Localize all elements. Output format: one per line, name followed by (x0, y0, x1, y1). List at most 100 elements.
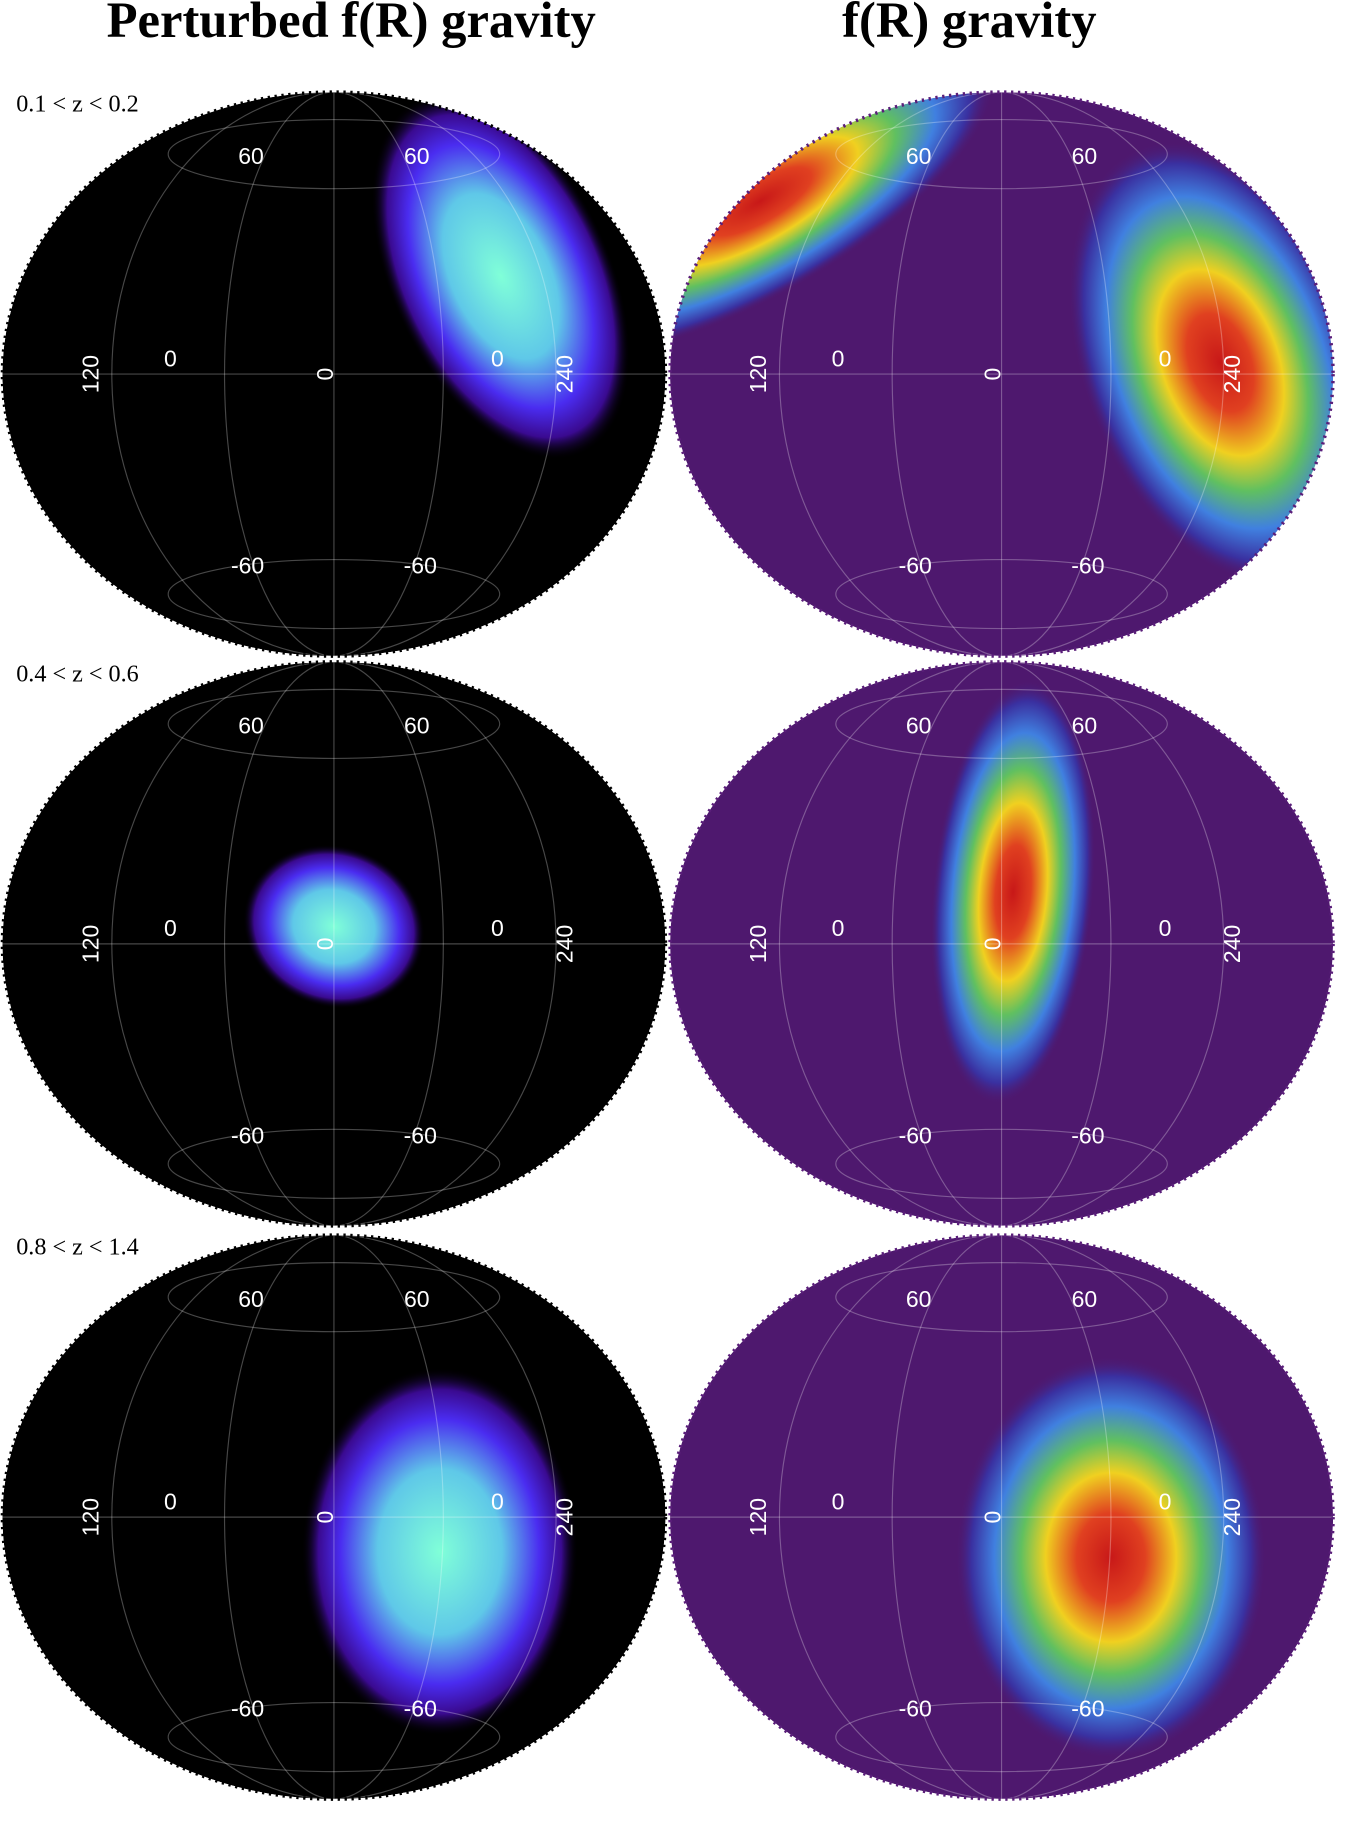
column-title: f(R) gravity (842, 0, 1096, 48)
parallel (835, 119, 1168, 190)
parallel (835, 1701, 1168, 1773)
meridian (111, 661, 557, 1226)
grid-label: -60 (1071, 1122, 1104, 1148)
parallel (835, 558, 1168, 630)
grid-label: 60 (906, 143, 932, 169)
grid-label: -60 (899, 1696, 932, 1722)
parallel (167, 1701, 501, 1773)
meridian (891, 92, 1112, 657)
row-label: 0.4 < z < 0.6 (16, 660, 139, 687)
meridian (778, 1235, 1225, 1800)
grid-label: 0 (1159, 915, 1172, 941)
grid-label: 60 (1072, 143, 1098, 169)
meridian (111, 1235, 557, 1800)
map-border (0, 90, 668, 658)
grid-label: 120 (745, 1498, 771, 1536)
grid-label: 0 (1159, 1488, 1172, 1514)
sky-map (2, 1235, 666, 1800)
signal-blob (371, 92, 630, 460)
map-border (668, 660, 1335, 1228)
grid-label: -60 (1071, 553, 1104, 579)
meridian (111, 92, 557, 657)
grid-label: 60 (238, 143, 264, 169)
parallel (167, 119, 501, 190)
grid-label: 0 (491, 915, 504, 941)
grid-label: -60 (404, 1696, 437, 1722)
row-label: 0.1 < z < 0.2 (16, 91, 139, 118)
signal-blob (955, 1355, 1267, 1759)
map-border (0, 660, 668, 1228)
meridian (223, 661, 444, 1226)
grid-label: 240 (1219, 1498, 1245, 1536)
map-border (668, 90, 1335, 658)
signal-blob (301, 1367, 578, 1736)
sky-map (670, 661, 1334, 1226)
grid-label: 240 (1219, 355, 1245, 393)
grid-label: 120 (77, 355, 103, 393)
grid-label: 0 (832, 1488, 845, 1514)
grid-label: 0 (491, 1488, 504, 1514)
meridian (891, 1235, 1112, 1800)
signal-blob (670, 92, 994, 356)
parallel (167, 1262, 501, 1333)
parallel (167, 558, 501, 630)
grid-label: 240 (1219, 925, 1245, 963)
grid-label: 0 (312, 1511, 338, 1524)
grid-label: 0 (164, 915, 177, 941)
grid-label: 0 (312, 368, 338, 381)
sky-map (2, 92, 666, 657)
grid-label: -60 (231, 1122, 264, 1148)
grid-label: 60 (906, 1286, 932, 1312)
grid-label: 0 (980, 937, 1006, 950)
signal-blob (243, 844, 425, 1009)
grid-label: -60 (404, 553, 437, 579)
parallel (835, 1262, 1168, 1333)
grid-label: 60 (1072, 1286, 1098, 1312)
grid-label: 60 (404, 143, 430, 169)
parallel (835, 688, 1168, 760)
sky-map (2, 661, 666, 1226)
grid-label: 240 (552, 1498, 578, 1536)
grid-label: -60 (899, 553, 932, 579)
sky-map (670, 92, 1334, 657)
grid-label: 0 (980, 368, 1006, 381)
grid-label: 60 (404, 1286, 430, 1312)
grid-label: 60 (238, 713, 264, 739)
grid-label: 120 (77, 1498, 103, 1536)
column-title: Perturbed f(R) gravity (107, 0, 596, 48)
grid-label: -60 (404, 1122, 437, 1148)
grid-label: 120 (745, 355, 771, 393)
row-label: 0.8 < z < 1.4 (16, 1234, 139, 1261)
grid-label: 240 (552, 925, 578, 963)
grid-label: 60 (906, 713, 932, 739)
grid-label: 0 (1159, 345, 1172, 371)
parallel (167, 1128, 501, 1199)
grid-label: 240 (552, 355, 578, 393)
grid-label: 0 (164, 345, 177, 371)
grid-label: 0 (491, 345, 504, 371)
parallel (835, 1128, 1168, 1199)
grid-label: 0 (832, 345, 845, 371)
grid-label: -60 (231, 1696, 264, 1722)
grid-label: 60 (1072, 713, 1098, 739)
grid-label: -60 (1071, 1696, 1104, 1722)
grid-label: 60 (238, 1286, 264, 1312)
meridian (223, 92, 444, 657)
meridian (778, 92, 1225, 657)
map-border (0, 1233, 668, 1801)
parallel (167, 688, 501, 760)
grid-label: 0 (832, 915, 845, 941)
signal-blob (930, 679, 1096, 1105)
meridian (223, 1235, 444, 1800)
grid-label: -60 (231, 553, 264, 579)
map-border (668, 1233, 1335, 1801)
grid-label: 0 (312, 937, 338, 950)
signal-blob (1068, 141, 1334, 585)
grid-label: 120 (745, 925, 771, 963)
sky-map (670, 1235, 1334, 1800)
grid-label: 0 (980, 1511, 1006, 1524)
grid-label: 120 (77, 925, 103, 963)
grid-label: 0 (164, 1488, 177, 1514)
